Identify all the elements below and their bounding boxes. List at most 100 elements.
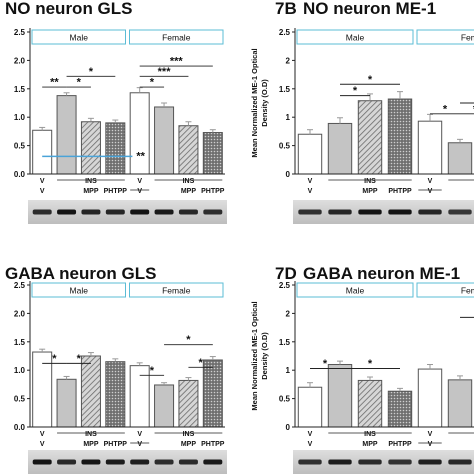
western-blot-strip <box>293 450 474 474</box>
bar <box>387 390 413 428</box>
x-label-bottom: PHTPP <box>388 188 412 195</box>
significance-mark: * <box>77 353 82 365</box>
x-label-top: V <box>40 431 45 438</box>
sex-group-box <box>31 29 126 45</box>
blot-band <box>32 459 52 465</box>
x-label-top: V <box>428 431 433 438</box>
bar <box>56 95 77 175</box>
blot-band <box>178 459 198 465</box>
reference-line-mark: ** <box>136 150 145 162</box>
significance-mark: * <box>323 358 328 370</box>
blot-band <box>328 459 352 465</box>
blot-band <box>57 209 77 215</box>
bar <box>80 121 101 175</box>
sex-group-label: Male <box>346 286 365 296</box>
bar <box>80 355 101 428</box>
western-blot-strip <box>28 200 227 224</box>
y-tick-label: 0 <box>286 423 291 432</box>
x-label-bottom: MPP <box>362 188 378 195</box>
x-label-bottom: PHTPP <box>201 441 225 448</box>
treatment-label: INS <box>183 431 195 438</box>
y-tick-label: 1.0 <box>14 113 26 122</box>
bar <box>417 368 443 428</box>
blot-band <box>388 459 412 465</box>
bar <box>327 122 353 175</box>
y-tick-label: 1.0 <box>14 366 26 375</box>
sex-group-label: Female <box>461 33 474 43</box>
bar <box>178 125 199 175</box>
bar <box>447 379 473 428</box>
sex-group-label: Male <box>346 33 365 43</box>
panel-2: 7B NO neuron ME-1 Male Female 0 0.5 1 1.5 2 2.5 Me… <box>250 0 474 224</box>
y-tick-label: 2 <box>286 56 291 65</box>
blot-band <box>388 209 412 215</box>
x-label-bottom: MPP <box>83 188 99 195</box>
bar <box>154 106 175 175</box>
blot-band <box>358 459 382 465</box>
y-tick-label: 0.5 <box>14 142 26 151</box>
panel-1: NO neuron GLS Male Female 0.0 0.5 1.0 1.5 2.0 2.… <box>5 0 227 224</box>
sex-group-label: Female <box>461 286 474 296</box>
x-label-bottom: V <box>137 188 142 195</box>
chart-title: GABA neuron GLS <box>5 264 156 283</box>
significance-mark: * <box>186 334 191 346</box>
blot-band <box>154 459 174 465</box>
bar <box>357 100 383 175</box>
chart-title: NO neuron ME-1 <box>303 0 436 18</box>
x-label-bottom: V <box>428 188 433 195</box>
treatment-label: INS <box>85 178 97 185</box>
significance-mark: * <box>353 85 358 97</box>
western-blot-strip <box>293 200 474 224</box>
x-label-bottom: MPP <box>83 441 99 448</box>
y-axis-label: Mean Normalized ME-1 OpticalDensity (O.D… <box>250 48 269 157</box>
treatment-label: INS <box>364 431 376 438</box>
bar <box>447 142 473 175</box>
blot-band <box>203 209 223 215</box>
blot-band <box>130 209 150 215</box>
y-tick-label: 0 <box>286 170 291 179</box>
significance-mark: * <box>150 365 155 377</box>
bar <box>297 386 323 428</box>
sex-group-box <box>129 282 224 298</box>
sex-group-box <box>296 282 414 298</box>
panel-3: GABA neuron GLS Male Female 0.0 0.5 1.0 1.5 2.0… <box>5 264 227 474</box>
sex-group-label: Male <box>70 33 89 43</box>
significance-mark: * <box>77 77 82 89</box>
y-tick-label: 1 <box>286 113 291 122</box>
blot-background <box>293 450 474 474</box>
y-axis-label-line: Mean Normalized ME-1 Optical <box>250 48 259 157</box>
blot-band <box>57 459 77 465</box>
x-label-bottom: PHTPP <box>388 441 412 448</box>
bar <box>387 98 413 175</box>
blot-band <box>418 459 442 465</box>
bar <box>297 133 323 175</box>
y-tick-label: 2 <box>286 309 291 318</box>
blot-band <box>81 209 101 215</box>
y-tick-label: 1.5 <box>279 85 291 94</box>
sex-group-box <box>129 29 224 45</box>
y-tick-label: 1.5 <box>14 85 26 94</box>
bar <box>56 378 77 428</box>
x-label-top: V <box>308 431 313 438</box>
x-label-top: V <box>308 178 313 185</box>
x-label-top: V <box>137 431 142 438</box>
blot-band <box>178 209 198 215</box>
treatment-label: INS <box>364 178 376 185</box>
panel-label: 7B <box>275 0 297 18</box>
bar <box>202 132 223 175</box>
blot-band <box>32 209 52 215</box>
blot-band <box>154 209 174 215</box>
blot-band <box>203 459 223 465</box>
blot-band <box>105 459 125 465</box>
x-label-bottom: PHTPP <box>201 188 225 195</box>
blot-band <box>448 209 472 215</box>
y-axis-label-line: Density (O.D) <box>260 332 269 380</box>
x-label-bottom: V <box>308 441 313 448</box>
significance-mark: * <box>368 74 373 86</box>
bar <box>202 359 223 428</box>
blot-band <box>298 209 322 215</box>
x-label-bottom: MPP <box>181 188 197 195</box>
panel-label: 7D <box>275 264 297 283</box>
bar <box>32 129 53 175</box>
